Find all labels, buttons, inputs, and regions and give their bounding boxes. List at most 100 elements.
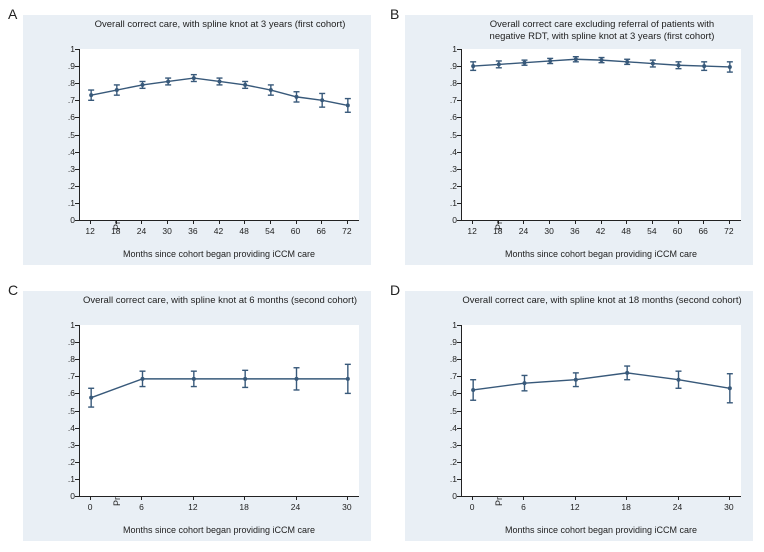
series xyxy=(462,325,741,496)
y-tick-label: .2 xyxy=(431,457,457,467)
y-tick-label: 0 xyxy=(49,491,75,501)
y-tick-label: .3 xyxy=(431,164,457,174)
y-tick-label: .4 xyxy=(431,147,457,157)
panel-title: Overall correct care, with spline knot a… xyxy=(79,19,361,31)
y-tick-label: .1 xyxy=(431,198,457,208)
y-tick-label: .5 xyxy=(49,130,75,140)
x-tick-label: 60 xyxy=(291,226,300,236)
y-tick-label: .1 xyxy=(49,198,75,208)
series xyxy=(80,49,359,220)
x-tick-label: 66 xyxy=(698,226,707,236)
y-tick-label: .5 xyxy=(431,130,457,140)
y-tick-label: .6 xyxy=(49,388,75,398)
panel-title: Overall correct care excluding referral … xyxy=(461,19,743,43)
x-tick-label: 0 xyxy=(470,502,475,512)
panel-bg: Overall correct care, with spline knot a… xyxy=(404,290,754,542)
panel-D: D Overall correct care, with spline knot … xyxy=(382,276,764,552)
y-tick-label: .4 xyxy=(49,423,75,433)
y-tick-label: 0 xyxy=(49,215,75,225)
y-tick-label: .7 xyxy=(431,95,457,105)
x-tick-label: 18 xyxy=(493,226,502,236)
y-tick-label: .6 xyxy=(49,112,75,122)
x-axis-label: Months since cohort began providing iCCM… xyxy=(461,249,741,259)
y-tick-label: .9 xyxy=(49,337,75,347)
y-tick-label: .5 xyxy=(431,406,457,416)
x-tick-label: 36 xyxy=(188,226,197,236)
x-tick-label: 24 xyxy=(137,226,146,236)
plot-area xyxy=(461,49,741,221)
x-tick-label: 12 xyxy=(188,502,197,512)
panel-C: C Overall correct care, with spline knot … xyxy=(0,276,382,552)
x-tick-label: 48 xyxy=(239,226,248,236)
panel-letter: D xyxy=(390,282,400,298)
y-tick-label: .4 xyxy=(49,147,75,157)
y-tick-label: 1 xyxy=(49,44,75,54)
y-tick-label: .9 xyxy=(431,61,457,71)
x-tick-label: 12 xyxy=(85,226,94,236)
y-tick-label: .2 xyxy=(49,181,75,191)
panel-bg: Overall correct care excluding referral … xyxy=(404,14,754,266)
panel-letter: A xyxy=(8,6,17,22)
y-tick-label: 0 xyxy=(431,215,457,225)
x-tick-label: 18 xyxy=(239,502,248,512)
x-tick-label: 30 xyxy=(544,226,553,236)
y-tick-label: 0 xyxy=(431,491,457,501)
x-tick-label: 42 xyxy=(596,226,605,236)
y-tick-label: .3 xyxy=(49,164,75,174)
plot-area xyxy=(79,49,359,221)
y-tick-label: .7 xyxy=(431,371,457,381)
y-tick-label: .8 xyxy=(431,354,457,364)
x-tick-label: 0 xyxy=(88,502,93,512)
x-axis-label: Months since cohort began providing iCCM… xyxy=(79,249,359,259)
y-tick-label: 1 xyxy=(49,320,75,330)
panel-title: Overall correct care, with spline knot a… xyxy=(461,295,743,307)
x-axis-label: Months since cohort began providing iCCM… xyxy=(79,525,359,535)
y-tick-label: 1 xyxy=(431,44,457,54)
y-tick-label: .2 xyxy=(431,181,457,191)
chart-grid: A Overall correct care, with spline knot … xyxy=(0,0,764,552)
x-tick-label: 48 xyxy=(621,226,630,236)
x-tick-label: 24 xyxy=(519,226,528,236)
x-tick-label: 36 xyxy=(570,226,579,236)
panel-letter: C xyxy=(8,282,18,298)
y-tick-label: .9 xyxy=(431,337,457,347)
panel-A: A Overall correct care, with spline knot … xyxy=(0,0,382,276)
x-tick-label: 72 xyxy=(342,226,351,236)
x-tick-label: 30 xyxy=(342,502,351,512)
panel-bg: Overall correct care, with spline knot a… xyxy=(22,290,372,542)
panel-B: B Overall correct care excluding referral… xyxy=(382,0,764,276)
x-tick-label: 42 xyxy=(214,226,223,236)
y-tick-label: .6 xyxy=(431,112,457,122)
y-tick-label: .8 xyxy=(431,78,457,88)
x-tick-label: 18 xyxy=(621,502,630,512)
y-tick-label: .6 xyxy=(431,388,457,398)
x-tick-label: 24 xyxy=(673,502,682,512)
x-tick-label: 24 xyxy=(291,502,300,512)
x-tick-label: 6 xyxy=(521,502,526,512)
y-tick-label: .7 xyxy=(49,95,75,105)
y-tick-label: .1 xyxy=(431,474,457,484)
series xyxy=(80,325,359,496)
x-tick-label: 30 xyxy=(162,226,171,236)
series xyxy=(462,49,741,220)
x-tick-label: 18 xyxy=(111,226,120,236)
y-tick-label: .7 xyxy=(49,371,75,381)
x-tick-label: 60 xyxy=(673,226,682,236)
x-tick-label: 12 xyxy=(467,226,476,236)
panel-bg: Overall correct care, with spline knot a… xyxy=(22,14,372,266)
x-tick-label: 66 xyxy=(316,226,325,236)
x-axis-label: Months since cohort began providing iCCM… xyxy=(461,525,741,535)
y-tick-label: .4 xyxy=(431,423,457,433)
y-tick-label: 1 xyxy=(431,320,457,330)
x-tick-label: 72 xyxy=(724,226,733,236)
panel-title: Overall correct care, with spline knot a… xyxy=(79,295,361,307)
y-tick-label: .9 xyxy=(49,61,75,71)
x-tick-label: 6 xyxy=(139,502,144,512)
y-tick-label: .5 xyxy=(49,406,75,416)
panel-letter: B xyxy=(390,6,399,22)
x-tick-label: 12 xyxy=(570,502,579,512)
y-tick-label: .2 xyxy=(49,457,75,467)
x-tick-label: 54 xyxy=(647,226,656,236)
y-tick-label: .3 xyxy=(49,440,75,450)
plot-area xyxy=(79,325,359,497)
